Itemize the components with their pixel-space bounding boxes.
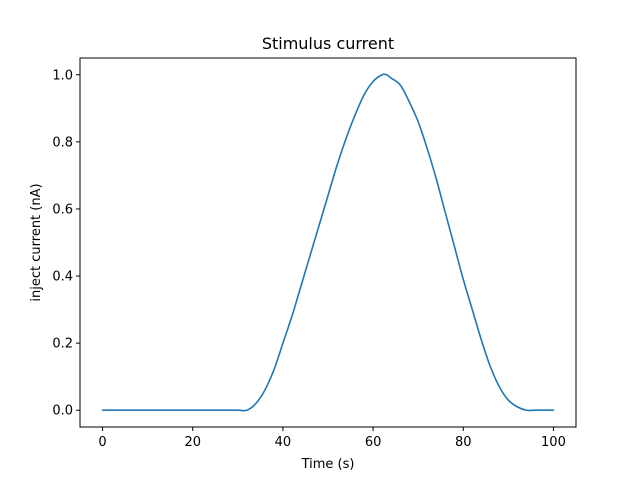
series-layer [101, 73, 555, 412]
y-tick-label: 1.0 [52, 68, 73, 83]
x-axis-ticks: 0 20 40 60 80 100 [98, 427, 566, 450]
y-tick-label: 0.6 [52, 202, 73, 217]
x-tick-label: 40 [275, 435, 292, 450]
y-tick-label: 0.0 [52, 404, 73, 419]
axes-background [80, 58, 576, 427]
series-line-0 [101, 73, 555, 412]
axes-frame [79, 57, 577, 428]
y-tick-label: 0.2 [52, 337, 73, 352]
y-tick-label: 0.4 [52, 270, 73, 285]
x-tick-label: 60 [365, 435, 382, 450]
x-tick-label: 80 [455, 435, 472, 450]
x-tick-label: 0 [98, 435, 106, 450]
x-tick-label: 20 [184, 435, 201, 450]
plot-area [79, 57, 577, 428]
y-tick-label: 0.8 [52, 135, 73, 150]
y-axis-ticks: 0.0 0.2 0.4 0.6 0.8 1.0 [52, 68, 80, 419]
y-axis-label: inject current (nA) [29, 183, 44, 301]
x-tick-label: 100 [541, 435, 566, 450]
x-axis-label: Time (s) [301, 457, 355, 472]
chart-title: Stimulus current [262, 34, 394, 53]
